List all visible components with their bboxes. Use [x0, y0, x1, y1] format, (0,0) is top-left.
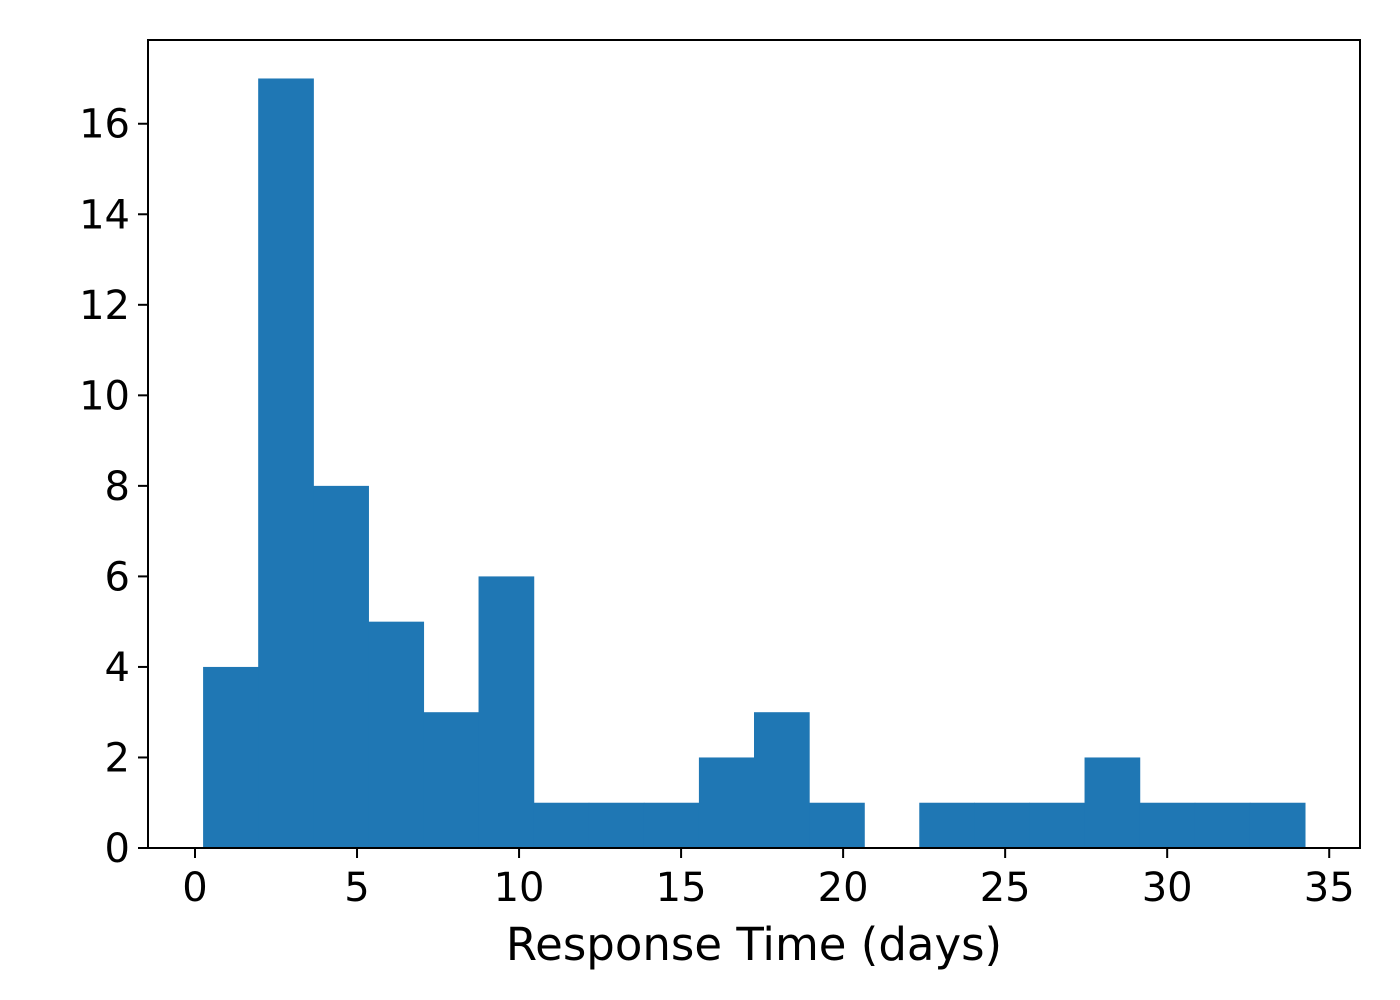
histogram-bar [974, 802, 1031, 848]
histogram-bar [588, 802, 645, 848]
histogram-bar [1029, 802, 1086, 848]
x-tick-label: 20 [818, 865, 869, 911]
histogram-bar [258, 78, 314, 848]
histogram-bar [423, 712, 480, 848]
histogram-bar [643, 802, 700, 848]
x-tick-label: 15 [656, 865, 707, 911]
x-axis-label: Response Time (days) [506, 918, 1002, 971]
y-tick-label: 10 [79, 373, 130, 419]
y-tick-label: 12 [79, 283, 130, 329]
histogram-bar [919, 802, 975, 848]
plot-frame [147, 39, 1361, 849]
x-tick-label: 30 [1142, 865, 1193, 911]
histogram-bar [1084, 757, 1141, 848]
x-tick-label: 35 [1304, 865, 1355, 911]
y-axis-ticks: 0 2 4 6 8 10 12 14 16 [79, 102, 148, 872]
histogram-bar [809, 802, 865, 848]
y-tick-label: 2 [105, 735, 130, 781]
y-tick-label: 8 [105, 464, 130, 510]
y-tick-label: 16 [79, 102, 130, 148]
x-tick-label: 25 [980, 865, 1031, 911]
histogram-bar [1139, 802, 1196, 848]
y-tick-label: 14 [79, 192, 130, 238]
histogram-bar [368, 621, 425, 848]
x-tick-label: 0 [182, 865, 207, 911]
histogram-bar [313, 485, 369, 848]
histogram-bar [533, 802, 590, 848]
x-tick-label: 5 [344, 865, 369, 911]
y-tick-label: 0 [105, 826, 130, 872]
histogram-bar [478, 576, 535, 848]
histogram-bar [698, 757, 755, 848]
y-tick-label: 4 [105, 645, 130, 691]
bars-group [203, 78, 1306, 848]
histogram-bar [1249, 802, 1306, 848]
x-axis-ticks: 0 5 10 15 20 25 30 35 [182, 848, 1355, 911]
histogram-bar [754, 712, 810, 848]
x-tick-label: 10 [494, 865, 545, 911]
histogram-bar [1194, 802, 1251, 848]
histogram-bar [203, 666, 259, 848]
y-tick-label: 6 [105, 554, 130, 600]
